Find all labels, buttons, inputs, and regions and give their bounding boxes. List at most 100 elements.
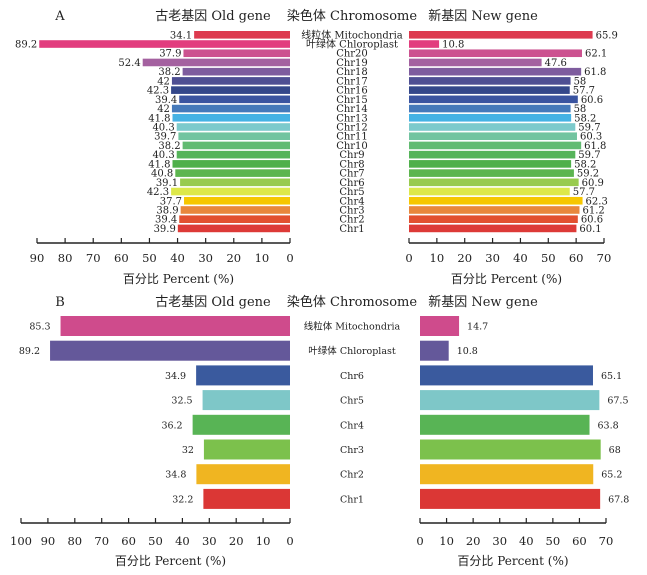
new-gene-bar (409, 178, 579, 187)
old-gene-bar (202, 390, 290, 411)
chromosome-label: 叶绿体 Chloroplast (308, 345, 396, 357)
new-gene-bar (409, 132, 577, 141)
old-gene-bar (192, 414, 290, 435)
chromosome-label: Chr5 (339, 187, 364, 198)
new-gene-bar (409, 86, 570, 94)
old-gene-value-label: 39.1 (156, 178, 178, 189)
new-gene-value-label: 61.8 (584, 67, 606, 78)
new-gene-value-label: 58 (574, 76, 587, 87)
chromosome-label: Chr3 (340, 445, 364, 456)
panel-letter: A (54, 9, 65, 24)
new-gene-bar (409, 113, 572, 122)
new-gene-x-tick-label: 10 (430, 251, 445, 265)
old-gene-value-label: 40.3 (152, 123, 174, 134)
old-gene-x-tick-label: 70 (86, 251, 101, 265)
new-gene-value-label: 47.6 (545, 58, 567, 69)
old-gene-bar (175, 169, 290, 177)
chromosome-label: Chr5 (340, 396, 364, 407)
new-gene-x-tick-label: 10 (439, 534, 454, 548)
old-gene-x-tick-label: 40 (175, 534, 190, 548)
new-gene-bar (409, 77, 571, 85)
old-gene-x-tick-label: 50 (148, 534, 163, 548)
old-gene-bar (196, 365, 290, 386)
old-gene-value-label: 39.4 (155, 215, 177, 226)
old-gene-bar (180, 178, 290, 187)
old-gene-bar (142, 58, 290, 67)
old-gene-bar (176, 123, 290, 131)
old-gene-value-label: 32.2 (172, 494, 193, 505)
old-gene-x-tick-label: 70 (94, 534, 109, 548)
panel-b: B 古老基因 Old gene 染色体 Chromosome 新基因 New gene… (10, 294, 629, 568)
old-gene-value-label: 89.2 (15, 40, 37, 51)
new-gene-bar (420, 439, 601, 460)
old-gene-value-label: 40.8 (151, 169, 173, 180)
old-gene-x-tick-label: 0 (286, 534, 293, 548)
new-gene-title: 新基因 New gene (428, 294, 538, 310)
old-gene-x-axis-title: 百分比 Percent (%) (115, 554, 226, 568)
old-gene-bar (39, 40, 291, 48)
old-gene-value-label: 40.3 (152, 150, 174, 161)
chromosome-label: Chr15 (336, 95, 368, 106)
chromosome-label: Chr6 (339, 178, 364, 189)
chromosome-label: Chr19 (336, 58, 368, 69)
new-gene-bar (409, 95, 578, 104)
old-gene-x-axis-title: 百分比 Percent (%) (123, 272, 234, 286)
chromosome-title: 染色体 Chromosome (287, 294, 417, 310)
new-gene-bar (420, 390, 600, 411)
old-gene-bar (172, 113, 290, 122)
new-gene-x-tick-label: 20 (466, 534, 481, 548)
chromosome-label: Chr20 (336, 49, 368, 60)
old-gene-bar (171, 104, 290, 113)
new-gene-value-label: 59.7 (578, 150, 600, 161)
old-gene-x-tick-label: 20 (229, 534, 244, 548)
new-gene-bar (409, 123, 576, 131)
new-gene-value-label: 57.7 (573, 187, 595, 198)
new-gene-bar (409, 169, 574, 177)
old-gene-value-label: 38.9 (156, 205, 178, 216)
chromosome-label: Chr7 (339, 169, 364, 180)
chromosome-label: Chr12 (336, 123, 368, 134)
new-gene-bar (409, 58, 542, 67)
old-gene-value-label: 39.4 (155, 95, 177, 106)
old-gene-value-label: 39.9 (154, 224, 176, 235)
new-gene-value-label: 62.3 (586, 196, 608, 207)
chromosome-title: 染色体 Chromosome (287, 8, 417, 24)
new-gene-bar (409, 160, 572, 168)
new-gene-value-label: 68 (609, 445, 621, 456)
old-gene-title: 古老基因 Old gene (155, 295, 271, 310)
old-gene-bar (177, 224, 290, 233)
old-gene-value-label: 32.5 (171, 396, 192, 407)
new-gene-value-label: 60.6 (581, 215, 603, 226)
old-gene-x-tick-label: 30 (198, 251, 213, 265)
old-gene-x-tick-label: 90 (41, 534, 56, 548)
new-gene-x-tick-label: 0 (405, 251, 412, 265)
new-gene-x-tick-label: 30 (492, 534, 507, 548)
new-gene-x-tick-label: 0 (416, 534, 423, 548)
new-gene-value-label: 58 (574, 104, 587, 115)
new-gene-value-label: 65.2 (601, 470, 622, 481)
old-gene-x-tick-label: 80 (67, 534, 82, 548)
new-gene-value-label: 67.8 (608, 494, 629, 505)
old-gene-value-label: 36.2 (161, 420, 182, 431)
new-gene-value-label: 60.9 (582, 178, 604, 189)
new-gene-bar (409, 224, 577, 233)
old-gene-bar (171, 86, 290, 94)
old-gene-value-label: 41.8 (148, 113, 170, 124)
old-gene-value-label: 42 (157, 76, 170, 87)
old-gene-bar (180, 206, 290, 214)
new-gene-bar (409, 40, 440, 48)
new-gene-bar (420, 316, 460, 336)
old-gene-value-label: 37.7 (160, 196, 182, 207)
old-gene-x-tick-label: 10 (256, 534, 271, 548)
old-gene-value-label: 38.2 (158, 141, 180, 152)
old-gene-bar (196, 464, 290, 485)
panel-a: A 古老基因 Old gene 染色体 Chromosome 新基因 New gene… (15, 8, 618, 286)
new-gene-x-tick-label: 70 (599, 534, 614, 548)
new-gene-value-label: 60.1 (579, 224, 601, 235)
chromosome-label: 线粒体 Mitochondria (301, 28, 403, 41)
new-gene-bar (420, 414, 590, 435)
old-gene-x-tick-label: 60 (121, 534, 136, 548)
old-gene-x-tick-label: 10 (255, 251, 270, 265)
old-gene-value-label: 34.9 (165, 371, 186, 382)
